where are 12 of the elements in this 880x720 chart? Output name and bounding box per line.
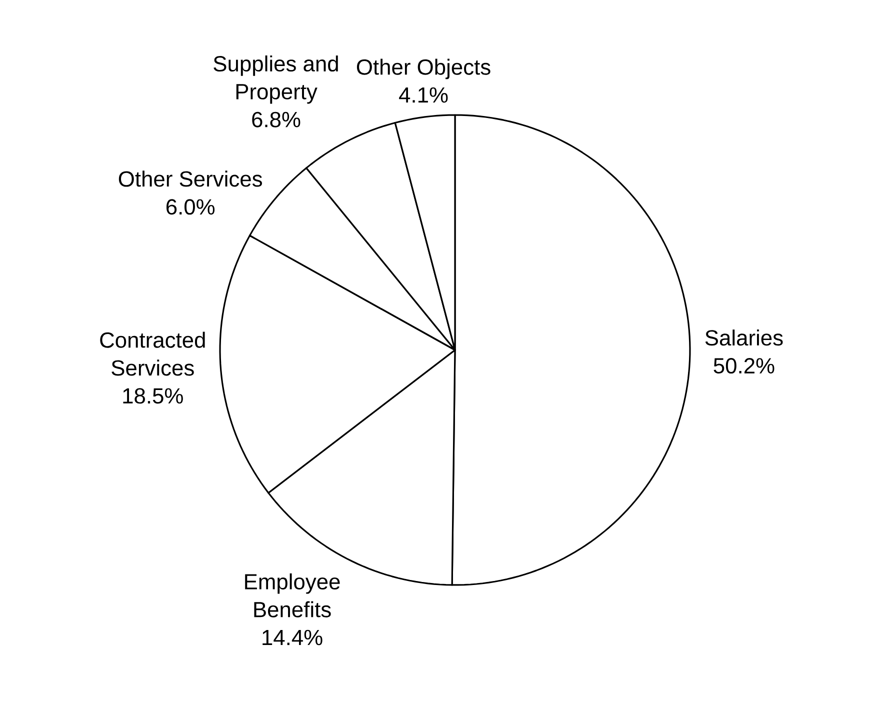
data-label: 50.2% (714, 358, 774, 374)
data-label: 14.4% (262, 630, 322, 646)
slice-label: Other Objects (356, 58, 490, 80)
slice-label: Contracted Services (100, 332, 205, 376)
data-label: 6.0% (166, 199, 215, 215)
slice-label: Employee Benefits (245, 573, 340, 618)
data-label: 6.8% (252, 112, 300, 128)
data-label: 4.1% (399, 87, 448, 103)
slice-label: Supplies and Property (214, 55, 338, 104)
data-label: 18.5% (123, 388, 183, 404)
slice-label: Other Services (118, 170, 262, 187)
slice-label: Salaries (705, 330, 783, 346)
